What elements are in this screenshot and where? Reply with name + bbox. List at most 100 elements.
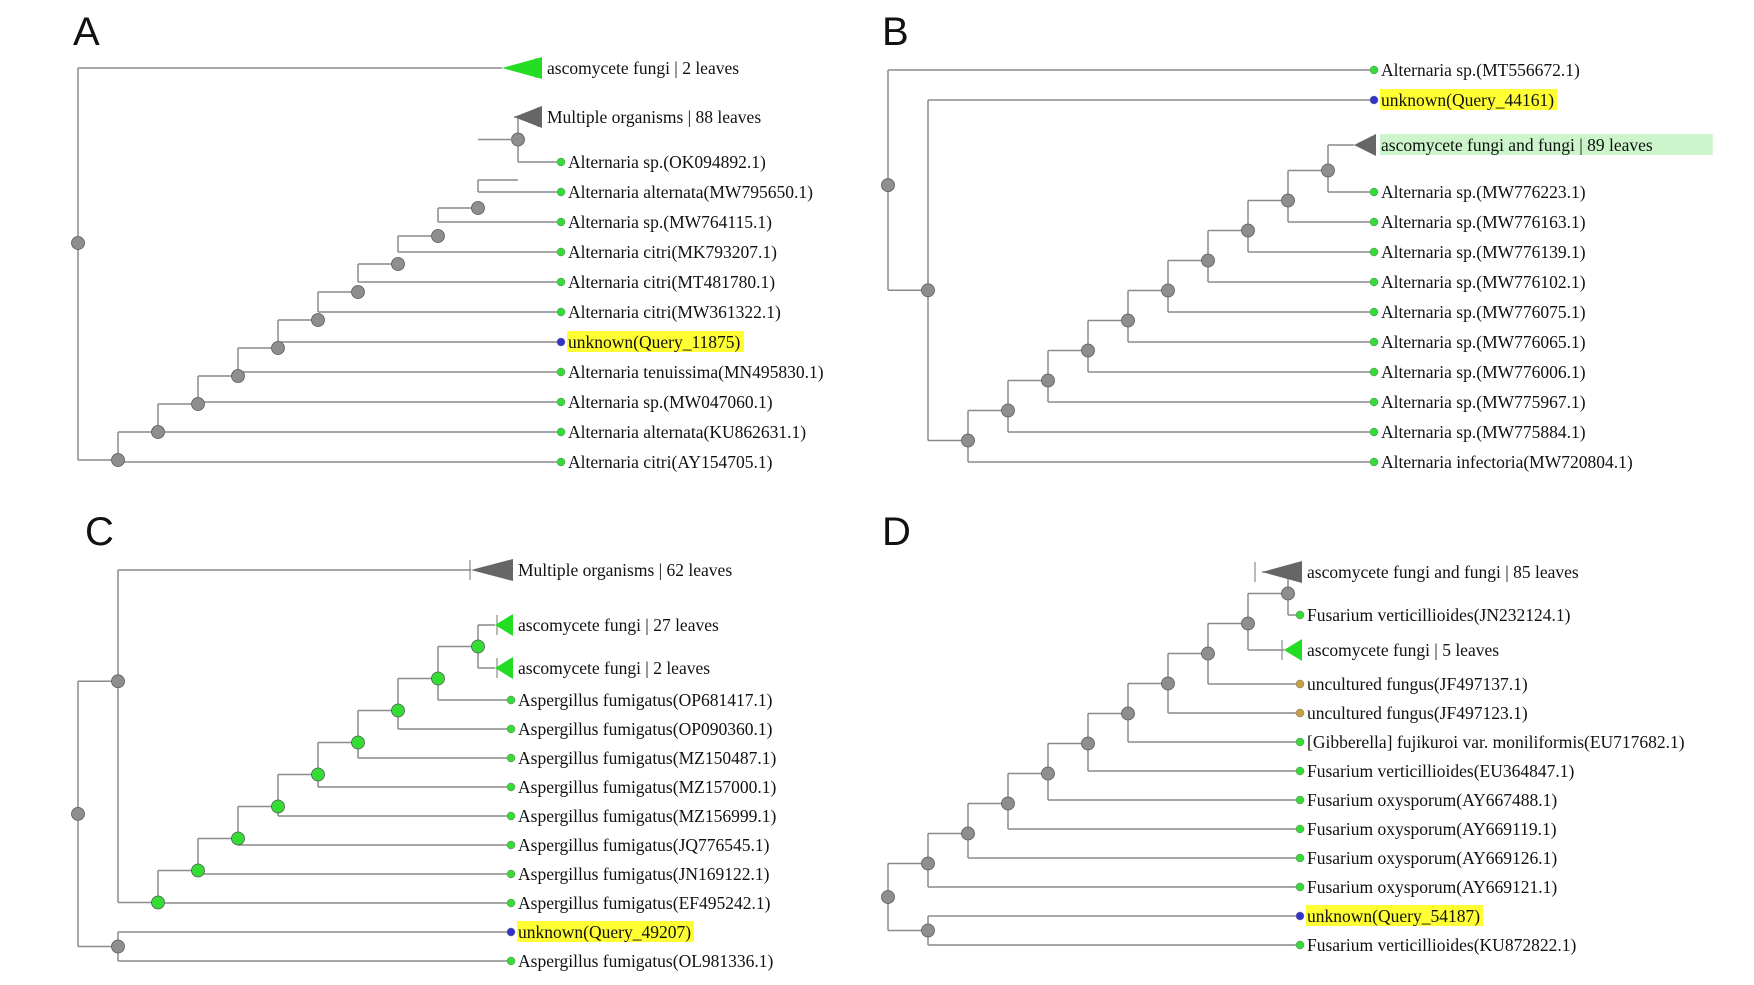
tree-node[interactable]	[271, 341, 285, 355]
leaf-label[interactable]: Alternaria citri(AY154705.1)	[568, 452, 773, 472]
tree-node[interactable]	[111, 939, 125, 954]
leaf-label[interactable]: Aspergillus fumigatus(MZ157000.1)	[518, 777, 776, 797]
collapsed-clade-icon[interactable]	[495, 614, 513, 636]
leaf-label[interactable]: Fusarium oxysporum(AY667488.1)	[1307, 790, 1557, 810]
leaf-label[interactable]: Aspergillus fumigatus(MZ150487.1)	[518, 748, 776, 768]
leaf-label[interactable]: Alternaria sp.(MW776139.1)	[1381, 242, 1586, 262]
tree-node[interactable]	[1001, 403, 1015, 418]
tree-node[interactable]	[1281, 193, 1295, 208]
tree-node[interactable]	[231, 831, 245, 846]
leaf-marker[interactable]	[1369, 367, 1379, 377]
leaf-marker[interactable]	[1369, 65, 1379, 75]
tree-node[interactable]	[191, 397, 205, 411]
leaf-marker[interactable]	[556, 157, 566, 167]
tree-node[interactable]	[961, 433, 975, 448]
leaf-label[interactable]: Aspergillus fumigatus(JN169122.1)	[518, 864, 770, 884]
leaf-marker[interactable]	[506, 695, 516, 705]
leaf-label[interactable]: Fusarium oxysporum(AY669121.1)	[1307, 877, 1557, 897]
collapsed-clade-label[interactable]: Multiple organisms | 62 leaves	[518, 560, 732, 580]
tree-node[interactable]	[1281, 586, 1295, 601]
tree-node[interactable]	[71, 236, 85, 250]
tree-node[interactable]	[111, 674, 125, 689]
leaf-marker[interactable]	[1295, 679, 1305, 689]
leaf-marker[interactable]	[506, 869, 516, 879]
leaf-label[interactable]: Aspergillus fumigatus(OL981336.1)	[518, 951, 774, 971]
collapsed-clade-icon[interactable]	[495, 657, 513, 679]
tree-node[interactable]	[231, 369, 245, 383]
tree-node[interactable]	[351, 285, 365, 299]
tree-node[interactable]	[961, 826, 975, 841]
leaf-marker[interactable]	[1295, 853, 1305, 863]
leaf-marker[interactable]	[556, 337, 566, 347]
leaf-marker[interactable]	[506, 840, 516, 850]
leaf-marker[interactable]	[1295, 911, 1305, 921]
leaf-marker[interactable]	[1369, 277, 1379, 287]
leaf-label[interactable]: Alternaria sp.(MT556672.1)	[1381, 60, 1580, 80]
leaf-label[interactable]: Fusarium verticillioides(KU872822.1)	[1307, 935, 1576, 955]
leaf-marker[interactable]	[1369, 397, 1379, 407]
leaf-label[interactable]: Alternaria sp.(MW775884.1)	[1381, 422, 1586, 442]
collapsed-clade-label[interactable]: ascomycete fungi | 27 leaves	[518, 615, 719, 635]
leaf-label[interactable]: unknown(Query_49207)	[518, 922, 691, 942]
tree-node[interactable]	[1241, 616, 1255, 631]
tree-node[interactable]	[471, 201, 485, 215]
leaf-marker[interactable]	[1369, 307, 1379, 317]
tree-node[interactable]	[151, 425, 165, 439]
leaf-marker[interactable]	[1369, 427, 1379, 437]
collapsed-clade-icon[interactable]	[514, 106, 542, 128]
collapsed-clade-icon[interactable]	[1354, 134, 1376, 156]
tree-node[interactable]	[1041, 766, 1055, 781]
tree-node[interactable]	[1121, 706, 1135, 721]
tree-node[interactable]	[1121, 313, 1135, 328]
leaf-label[interactable]: [Gibberella] fujikuroi var. moniliformis…	[1307, 732, 1685, 752]
tree-node[interactable]	[1041, 373, 1055, 388]
tree-node[interactable]	[311, 313, 325, 327]
tree-node[interactable]	[391, 257, 405, 271]
leaf-label[interactable]: Alternaria sp.(MW764115.1)	[568, 212, 772, 232]
leaf-label[interactable]: Fusarium oxysporum(AY669119.1)	[1307, 819, 1557, 839]
leaf-label[interactable]: unknown(Query_54187)	[1307, 906, 1480, 926]
leaf-marker[interactable]	[1369, 457, 1379, 467]
collapsed-clade-label[interactable]: ascomycete fungi | 2 leaves	[518, 658, 710, 678]
collapsed-clade-label[interactable]: ascomycete fungi | 2 leaves	[547, 58, 739, 78]
leaf-label[interactable]: Alternaria citri(MT481780.1)	[568, 272, 775, 292]
leaf-marker[interactable]	[506, 724, 516, 734]
leaf-marker[interactable]	[1295, 882, 1305, 892]
collapsed-clade-label[interactable]: ascomycete fungi and fungi | 89 leaves	[1381, 135, 1653, 155]
leaf-marker[interactable]	[1369, 247, 1379, 257]
leaf-marker[interactable]	[1369, 95, 1379, 105]
leaf-marker[interactable]	[1369, 337, 1379, 347]
leaf-label[interactable]: Alternaria sp.(MW776065.1)	[1381, 332, 1586, 352]
tree-node[interactable]	[921, 283, 935, 298]
leaf-label[interactable]: Alternaria citri(MW361322.1)	[568, 302, 781, 322]
leaf-label[interactable]: Aspergillus fumigatus(OP090360.1)	[518, 719, 773, 739]
leaf-marker[interactable]	[556, 277, 566, 287]
tree-node[interactable]	[431, 229, 445, 243]
leaf-marker[interactable]	[506, 927, 516, 937]
tree-node[interactable]	[471, 639, 485, 654]
tree-node[interactable]	[71, 806, 85, 821]
leaf-marker[interactable]	[1369, 217, 1379, 227]
leaf-marker[interactable]	[556, 247, 566, 257]
leaf-label[interactable]: Alternaria alternata(KU862631.1)	[568, 422, 806, 442]
leaf-label[interactable]: Alternaria sp.(MW776163.1)	[1381, 212, 1586, 232]
tree-node[interactable]	[881, 890, 895, 904]
leaf-label[interactable]: uncultured fungus(JF497137.1)	[1307, 674, 1528, 694]
leaf-label[interactable]: Alternaria alternata(MW795650.1)	[568, 182, 813, 202]
leaf-marker[interactable]	[506, 956, 516, 966]
leaf-marker[interactable]	[556, 217, 566, 227]
collapsed-clade-label[interactable]: ascomycete fungi | 5 leaves	[1307, 640, 1499, 660]
tree-node[interactable]	[1161, 676, 1175, 691]
leaf-label[interactable]: Alternaria tenuissima(MN495830.1)	[568, 362, 824, 382]
tree-node[interactable]	[921, 856, 935, 871]
leaf-label[interactable]: Alternaria sp.(MW775967.1)	[1381, 392, 1586, 412]
collapsed-clade-icon[interactable]	[502, 57, 542, 79]
leaf-marker[interactable]	[1295, 610, 1305, 620]
leaf-label[interactable]: Alternaria sp.(MW047060.1)	[568, 392, 773, 412]
tree-node[interactable]	[151, 895, 165, 910]
tree-node[interactable]	[1241, 223, 1255, 238]
tree-node[interactable]	[1201, 646, 1215, 661]
leaf-label[interactable]: Fusarium verticillioides(JN232124.1)	[1307, 605, 1571, 625]
tree-node[interactable]	[311, 767, 325, 782]
leaf-marker[interactable]	[556, 397, 566, 407]
